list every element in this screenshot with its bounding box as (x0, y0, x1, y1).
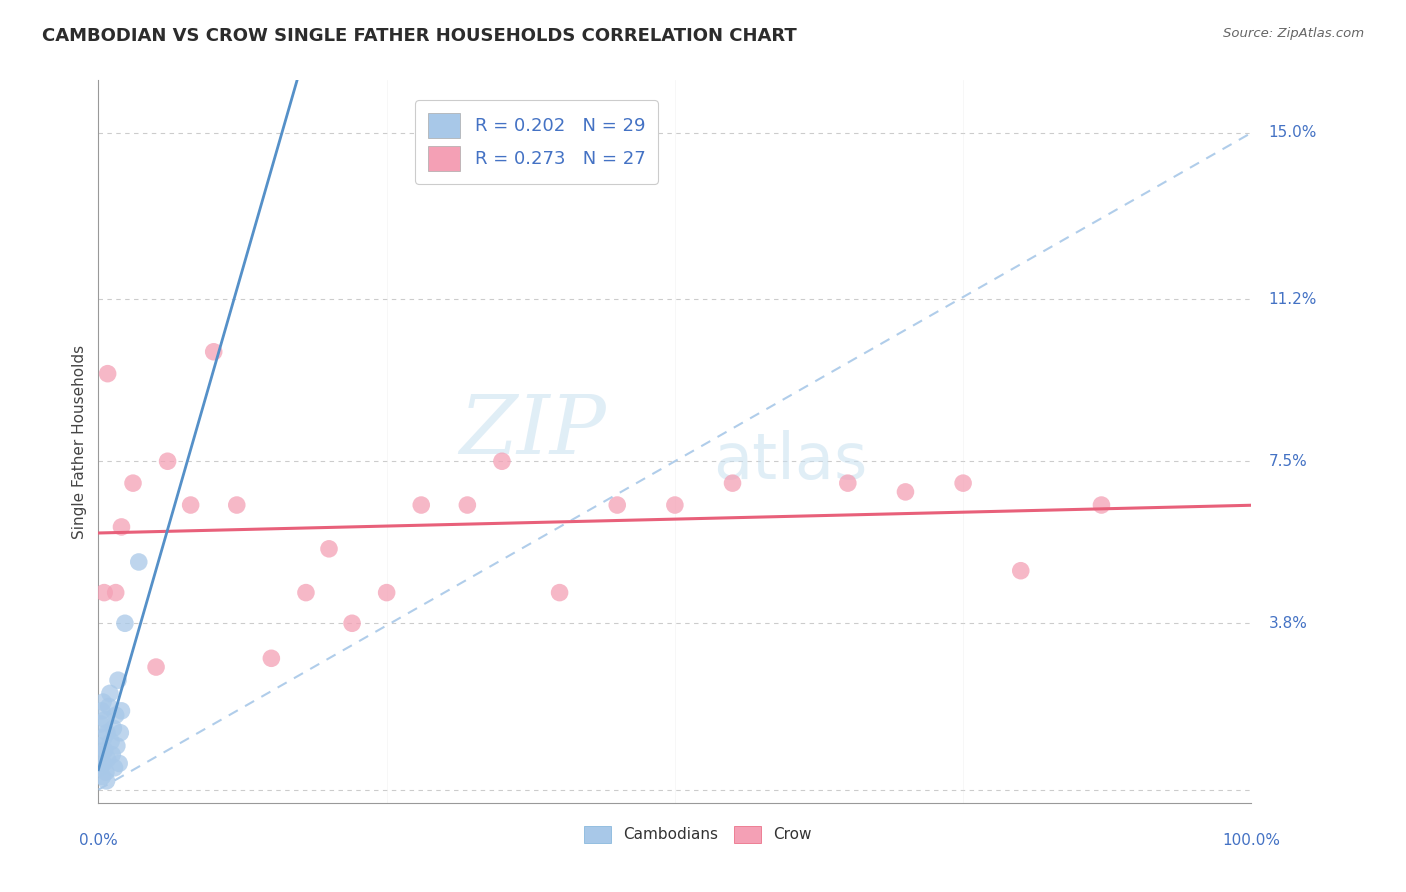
Point (110, 704, 132, 718)
Point (491, 454, 513, 468)
Point (108, 756, 131, 771)
Point (295, 585, 318, 599)
Point (1010, 564, 1032, 578)
Point (100, 734, 122, 748)
Point (98, 686, 121, 700)
Point (96, 725, 118, 739)
Point (90, 704, 112, 718)
Point (94, 713, 117, 727)
Point (93, 756, 115, 771)
Point (105, 739, 128, 753)
Point (91, 770, 114, 784)
Point (104, 585, 127, 599)
Point (114, 616, 136, 631)
Point (894, 484, 917, 499)
Point (128, 555, 150, 569)
Point (96, 773, 118, 788)
Point (122, 476, 145, 491)
Point (180, 498, 202, 512)
Text: 15.0%: 15.0% (1268, 126, 1317, 140)
Point (340, 616, 363, 631)
Text: ZIP: ZIP (458, 391, 606, 471)
Point (90, 717, 112, 731)
Text: 11.2%: 11.2% (1268, 292, 1317, 307)
Text: CAMBODIAN VS CROW SINGLE FATHER HOUSEHOLDS CORRELATION CHART: CAMBODIAN VS CROW SINGLE FATHER HOUSEHOL… (42, 27, 797, 45)
Text: Source: ZipAtlas.com: Source: ZipAtlas.com (1223, 27, 1364, 40)
Point (110, 725, 132, 739)
Point (664, 498, 686, 512)
Point (97, 752, 120, 766)
Point (145, 660, 167, 674)
Point (456, 498, 478, 512)
Point (89, 739, 111, 753)
Legend: Cambodians, Crow: Cambodians, Crow (578, 820, 818, 849)
Point (107, 673, 129, 688)
Point (318, 541, 340, 556)
Point (97, 367, 120, 381)
Point (260, 651, 283, 665)
Point (93, 730, 115, 744)
Point (156, 454, 179, 468)
Point (606, 498, 628, 512)
Point (225, 498, 247, 512)
Point (103, 761, 125, 775)
Point (103, 722, 125, 736)
Point (89, 761, 111, 775)
Point (202, 344, 225, 359)
Point (90, 747, 112, 762)
Point (91, 695, 114, 709)
Y-axis label: Single Father Households: Single Father Households (72, 344, 87, 539)
Point (94, 743, 117, 757)
Point (548, 585, 571, 599)
Text: 0.0%: 0.0% (79, 833, 118, 848)
Point (375, 585, 398, 599)
Point (721, 476, 744, 491)
Point (101, 747, 124, 762)
Text: atlas: atlas (713, 430, 868, 492)
Point (94, 765, 117, 780)
Text: 7.5%: 7.5% (1268, 454, 1308, 468)
Point (93, 585, 115, 599)
Point (952, 476, 974, 491)
Text: 3.8%: 3.8% (1268, 615, 1308, 631)
Point (411, 498, 433, 512)
Text: 100.0%: 100.0% (1222, 833, 1281, 848)
Point (104, 708, 127, 723)
Point (97, 699, 120, 714)
Point (1090, 498, 1112, 512)
Point (837, 476, 859, 491)
Point (110, 520, 132, 534)
